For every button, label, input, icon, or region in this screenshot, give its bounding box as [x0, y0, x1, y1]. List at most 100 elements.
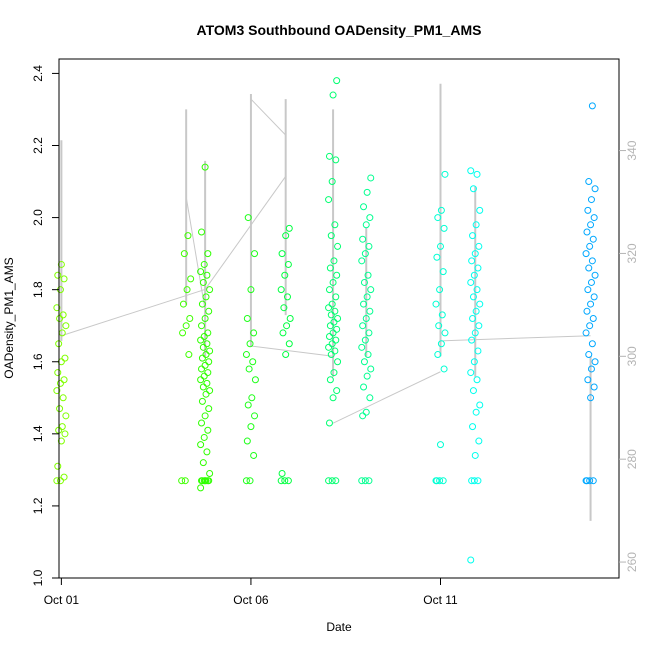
data-point — [589, 235, 597, 243]
data-point — [583, 307, 591, 315]
data-point — [56, 405, 64, 413]
data-point — [468, 257, 476, 265]
data-point — [326, 264, 334, 272]
data-point — [468, 336, 476, 344]
data-point — [364, 271, 372, 279]
data-point — [439, 477, 447, 485]
data-point — [200, 260, 208, 268]
data-point — [199, 278, 207, 286]
data-point — [206, 286, 214, 294]
data-point — [476, 300, 484, 308]
data-point — [247, 286, 255, 294]
data-point — [440, 224, 448, 232]
data-point — [363, 188, 371, 196]
data-point — [285, 340, 293, 348]
range-line-layer — [60, 83, 592, 521]
data-point — [432, 300, 440, 308]
data-point — [436, 441, 444, 449]
data-point — [277, 286, 285, 294]
data-point — [469, 315, 477, 322]
x-tick-label: Oct 06 — [233, 593, 269, 607]
data-point — [359, 235, 367, 243]
data-point — [242, 477, 250, 485]
data-point — [587, 196, 595, 204]
data-point — [362, 315, 370, 322]
data-point — [60, 376, 68, 384]
line-connector — [332, 371, 441, 424]
data-point — [61, 430, 69, 438]
data-point — [591, 185, 599, 193]
data-point — [474, 477, 482, 485]
line-connector — [61, 288, 206, 337]
data-point — [367, 174, 375, 182]
data-point — [590, 214, 598, 222]
data-point — [203, 340, 211, 348]
data-point — [183, 286, 191, 294]
data-point — [584, 376, 592, 384]
data-point — [334, 315, 342, 322]
data-point — [583, 228, 591, 236]
data-point — [60, 275, 68, 283]
data-point — [205, 307, 213, 315]
data-point — [441, 329, 449, 337]
data-point — [367, 286, 375, 294]
data-point — [198, 397, 206, 405]
data-point — [62, 322, 70, 330]
data-point — [244, 401, 252, 409]
data-point — [329, 329, 337, 337]
data-point — [473, 170, 481, 178]
data-point — [331, 221, 339, 229]
data-point — [433, 477, 441, 485]
data-point — [325, 286, 333, 294]
x-tick-label: Oct 01 — [44, 593, 80, 607]
data-point — [200, 372, 208, 380]
data-point — [332, 156, 340, 164]
x-tick-label: Oct 11 — [423, 593, 458, 607]
data-point — [56, 379, 64, 387]
data-point — [251, 412, 259, 420]
data-point — [329, 278, 337, 286]
data-point — [281, 271, 289, 279]
data-point — [283, 322, 291, 330]
data-point — [181, 477, 189, 485]
data-point — [199, 383, 207, 391]
data-point — [362, 408, 370, 416]
data-point — [472, 221, 480, 229]
data-point — [334, 358, 342, 366]
data-point — [366, 214, 374, 222]
data-point — [325, 152, 333, 160]
data-point — [333, 325, 341, 333]
data-point — [282, 232, 290, 240]
data-point — [328, 340, 336, 348]
data-point — [469, 423, 477, 431]
data-point — [330, 369, 338, 377]
data-point — [437, 206, 445, 214]
data-point — [469, 387, 477, 395]
data-point — [436, 477, 444, 485]
data-point — [328, 300, 336, 308]
data-point — [467, 556, 475, 564]
y2-tick-label: 260 — [625, 552, 639, 572]
data-point — [327, 351, 335, 359]
data-point — [590, 293, 598, 301]
data-point — [365, 477, 373, 485]
data-point — [472, 408, 480, 416]
data-point — [246, 340, 254, 348]
data-point — [178, 477, 186, 485]
y-tick-label: 1.2 — [31, 497, 45, 514]
data-point — [471, 451, 479, 459]
data-point — [245, 365, 253, 373]
data-point — [251, 250, 259, 258]
data-point — [473, 286, 481, 294]
y2-tick-label: 280 — [625, 449, 639, 469]
y-tick-label: 2.4 — [31, 65, 45, 82]
data-point — [284, 260, 292, 268]
data-point — [584, 286, 592, 294]
data-point — [468, 477, 476, 485]
y2-tick-label: 320 — [625, 243, 639, 263]
data-point — [469, 293, 477, 301]
data-point — [360, 300, 368, 308]
data-point — [250, 329, 258, 337]
data-point — [584, 206, 592, 214]
data-point — [278, 250, 286, 258]
